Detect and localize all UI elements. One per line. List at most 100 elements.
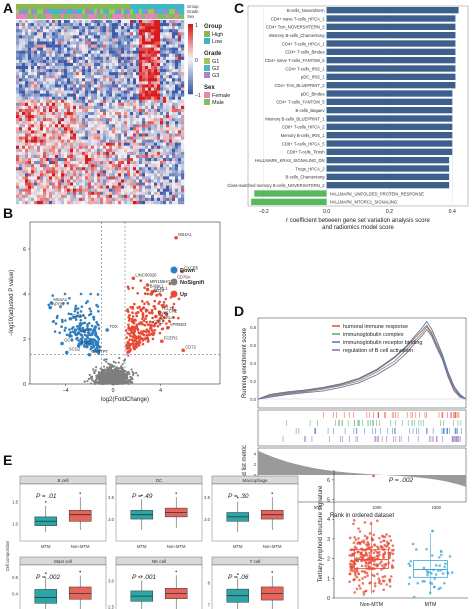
heatmap-cell [121, 158, 125, 162]
heatmap-cell [106, 188, 110, 192]
heatmap-cell [133, 145, 137, 149]
heatmap-cell [34, 105, 38, 110]
heatmap-cell [88, 56, 92, 61]
heatmap-cell [97, 191, 101, 195]
heatmap-cell [172, 118, 176, 122]
heatmap-cell [49, 133, 53, 137]
heatmap-cell [37, 35, 41, 39]
heatmap-cell [178, 194, 182, 199]
heatmap-cell [142, 161, 146, 165]
heatmap-cell [112, 188, 116, 192]
heatmap-cell [49, 96, 53, 100]
volcano-point-nosig [106, 375, 109, 378]
heatmap-cell [61, 72, 65, 76]
heatmap-cell [37, 44, 41, 48]
heatmap-cell [25, 102, 29, 107]
heatmap-cell [88, 118, 92, 122]
heatmap-cell [67, 78, 71, 82]
heatmap-cell [127, 127, 131, 131]
volcano-point-up [139, 279, 143, 283]
heatmap-cell [64, 188, 68, 192]
heatmap-cell [61, 115, 65, 119]
heatmap-cell [172, 50, 176, 54]
heatmap-cell [37, 62, 41, 67]
heatmap-cell [160, 197, 164, 202]
heatmap-cell [172, 176, 176, 180]
heatmap-cell [61, 102, 65, 107]
annotation-cell [103, 14, 107, 19]
heatmap-cell [142, 112, 146, 116]
heatmap-cell [79, 161, 83, 165]
volcano-point-nosig [93, 370, 96, 374]
heatmap-cell [16, 145, 20, 149]
heatmap-cell [64, 194, 68, 199]
annotation-cell [16, 4, 20, 9]
heatmap-cell [148, 164, 152, 168]
heatmap-cell [127, 90, 131, 94]
heatmap-cell [154, 96, 158, 100]
heatmap-cell [112, 130, 116, 134]
heatmap-cell [70, 124, 74, 128]
heatmap-cell [73, 121, 77, 125]
volcano-point-up [153, 299, 157, 303]
heatmap-cell [91, 108, 95, 113]
heatmap-cell [172, 164, 176, 168]
volcano-point-up [131, 315, 135, 318]
heatmap-cell [43, 161, 47, 165]
heatmap-cell [58, 136, 62, 140]
volcano-point-up [127, 351, 130, 354]
heatmap-cell [34, 38, 38, 42]
heatmap-cell [133, 112, 137, 116]
heatmap-cell [31, 127, 35, 131]
heatmap-cell [43, 38, 47, 42]
heatmap-cell [145, 112, 149, 116]
heatmap-cell [25, 38, 29, 42]
heatmap-cell [169, 130, 173, 134]
heatmap-cell [172, 26, 176, 30]
annotation-cell [43, 14, 47, 19]
heatmap-cell [130, 182, 134, 186]
heatmap-cell [136, 176, 140, 180]
heatmap-cell [73, 148, 77, 153]
heatmap-cell [61, 197, 65, 202]
heatmap-cell [127, 142, 131, 146]
heatmap-cell [31, 105, 35, 110]
heatmap-cell [157, 139, 161, 143]
heatmap-cell [49, 59, 53, 64]
heatmap-cell [169, 108, 173, 113]
heatmap-cell [46, 32, 50, 36]
heatmap-cell [25, 151, 29, 156]
heatmap-cell [100, 200, 104, 205]
heatmap-cell [25, 145, 29, 149]
heatmap-cell [91, 62, 95, 67]
heatmap-cell [88, 121, 92, 125]
heatmap-cell [163, 38, 167, 42]
heatmap-cell [124, 72, 128, 76]
heatmap-cell [61, 127, 65, 131]
heatmap-cell [67, 75, 71, 79]
heatmap-cell [139, 133, 143, 137]
volcano-point-nosig [125, 373, 128, 376]
heatmap-cell [178, 124, 182, 128]
volcano-point-down [67, 312, 71, 316]
volcano-point-nosig [105, 377, 109, 380]
legend-label: G1 [212, 59, 219, 65]
heatmap-cell [154, 75, 158, 79]
volcano-point-nosig [130, 381, 133, 384]
annotation-cell [49, 9, 53, 14]
heatmap-cell [58, 170, 62, 174]
gene-label: APOB [52, 302, 64, 307]
heatmap-cell [25, 158, 29, 162]
heatmap-cell [139, 72, 143, 76]
heatmap-cell [73, 139, 77, 143]
heatmap-cell [25, 197, 29, 202]
heatmap-cell [70, 32, 74, 36]
heatmap-cell [148, 50, 152, 54]
heatmap-cell [103, 69, 107, 73]
annotation-cell [88, 4, 92, 9]
heatmap-cell [82, 185, 86, 189]
heatmap-cell [175, 99, 179, 103]
annotation-cell [58, 9, 62, 14]
heatmap-cell [127, 154, 131, 159]
heatmap-cell [52, 47, 56, 51]
